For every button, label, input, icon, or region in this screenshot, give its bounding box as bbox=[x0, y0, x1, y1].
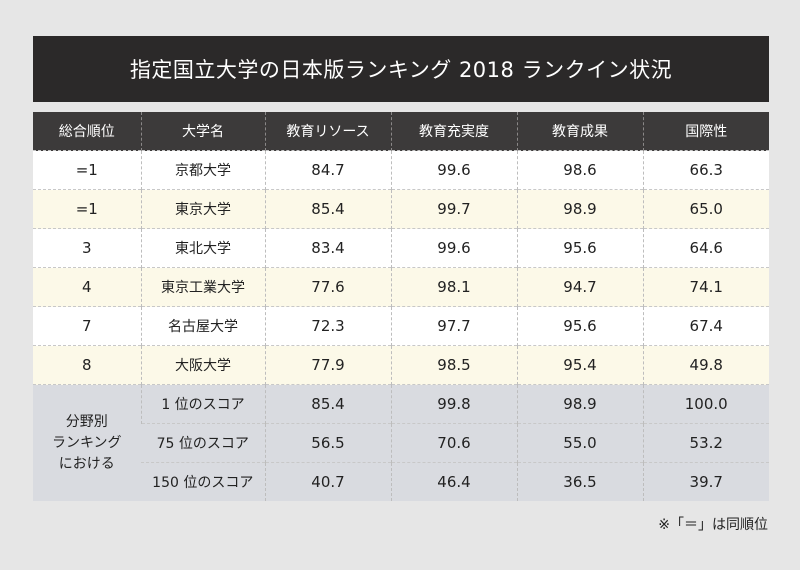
header-row: 総合順位 大学名 教育リソース 教育充実度 教育成果 国際性 bbox=[33, 112, 769, 151]
footnote: ※「＝」は同順位 bbox=[658, 517, 768, 533]
table-row: =1 京都大学 84.7 99.6 98.6 66.3 bbox=[33, 150, 769, 190]
resources-cell: 85.4 bbox=[264, 189, 391, 229]
outcomes-cell: 55.0 bbox=[516, 423, 643, 463]
rank-cell: =1 bbox=[33, 150, 141, 190]
international-cell: 64.6 bbox=[642, 228, 769, 268]
international-cell: 74.1 bbox=[642, 267, 769, 307]
engagement-cell: 99.6 bbox=[390, 150, 517, 190]
international-cell: 53.2 bbox=[642, 423, 769, 463]
score-row: 75 位のスコア 56.5 70.6 55.0 53.2 bbox=[33, 423, 769, 463]
outcomes-cell: 98.9 bbox=[516, 384, 643, 424]
rank-cell: =1 bbox=[33, 189, 141, 229]
university-name-cell: 京都大学 bbox=[140, 150, 265, 190]
international-cell: 100.0 bbox=[642, 384, 769, 424]
university-name-cell: 名古屋大学 bbox=[140, 306, 265, 346]
resources-cell: 77.6 bbox=[264, 267, 391, 307]
table-row: 3 東北大学 83.4 99.6 95.6 64.6 bbox=[33, 228, 769, 268]
international-cell: 39.7 bbox=[642, 462, 769, 501]
outcomes-cell: 98.6 bbox=[516, 150, 643, 190]
header-international: 国際性 bbox=[642, 112, 769, 151]
outcomes-cell: 95.4 bbox=[516, 345, 643, 385]
outcomes-cell: 36.5 bbox=[516, 462, 643, 501]
ranking-table: 総合順位 大学名 教育リソース 教育充実度 教育成果 国際性 =1 京都大学 8… bbox=[33, 112, 769, 501]
rank-cell: 7 bbox=[33, 306, 141, 346]
score-row: 分野別 ランキング における 1 位のスコア 85.4 99.8 98.9 10… bbox=[33, 384, 769, 501]
outcomes-cell: 98.9 bbox=[516, 189, 643, 229]
outcomes-cell: 95.6 bbox=[516, 306, 643, 346]
international-cell: 66.3 bbox=[642, 150, 769, 190]
rank-cell: 4 bbox=[33, 267, 141, 307]
header-resources: 教育リソース bbox=[264, 112, 391, 151]
outcomes-cell: 94.7 bbox=[516, 267, 643, 307]
resources-cell: 56.5 bbox=[264, 423, 391, 463]
resources-cell: 72.3 bbox=[264, 306, 391, 346]
table-row: =1 東京大学 85.4 99.7 98.9 65.0 bbox=[33, 189, 769, 229]
international-cell: 49.8 bbox=[642, 345, 769, 385]
header-university-name: 大学名 bbox=[140, 112, 265, 151]
engagement-cell: 98.5 bbox=[390, 345, 517, 385]
engagement-cell: 97.7 bbox=[390, 306, 517, 346]
engagement-cell: 70.6 bbox=[390, 423, 517, 463]
score-label-cell: 75 位のスコア bbox=[141, 423, 265, 463]
score-group-label-text: 分野別 ランキング における bbox=[51, 413, 122, 472]
header-engagement: 教育充実度 bbox=[390, 112, 517, 151]
resources-cell: 83.4 bbox=[264, 228, 391, 268]
engagement-cell: 99.8 bbox=[390, 384, 517, 424]
engagement-cell: 99.6 bbox=[390, 228, 517, 268]
engagement-cell: 99.7 bbox=[390, 189, 517, 229]
university-name-cell: 大阪大学 bbox=[140, 345, 265, 385]
rank-cell: 8 bbox=[33, 345, 141, 385]
header-outcomes: 教育成果 bbox=[516, 112, 643, 151]
engagement-cell: 46.4 bbox=[390, 462, 517, 501]
score-label-cell: 150 位のスコア bbox=[141, 462, 265, 501]
score-group-label: 分野別 ランキング における bbox=[33, 384, 141, 501]
rank-cell: 3 bbox=[33, 228, 141, 268]
score-label-cell: 1 位のスコア bbox=[140, 384, 265, 424]
outcomes-cell: 95.6 bbox=[516, 228, 643, 268]
table-row: 4 東京工業大学 77.6 98.1 94.7 74.1 bbox=[33, 267, 769, 307]
table-row: 7 名古屋大学 72.3 97.7 95.6 67.4 bbox=[33, 306, 769, 346]
table-title: 指定国立大学の日本版ランキング 2018 ランクイン状況 bbox=[129, 58, 673, 82]
university-name-cell: 東京大学 bbox=[140, 189, 265, 229]
international-cell: 67.4 bbox=[642, 306, 769, 346]
resources-cell: 77.9 bbox=[264, 345, 391, 385]
score-row: 150 位のスコア 40.7 46.4 36.5 39.7 bbox=[33, 462, 769, 501]
table-row: 8 大阪大学 77.9 98.5 95.4 49.8 bbox=[33, 345, 769, 385]
header-overall-rank: 総合順位 bbox=[33, 112, 141, 151]
table-title-bar: 指定国立大学の日本版ランキング 2018 ランクイン状況 bbox=[33, 36, 769, 102]
university-name-cell: 東京工業大学 bbox=[140, 267, 265, 307]
international-cell: 65.0 bbox=[642, 189, 769, 229]
resources-cell: 40.7 bbox=[264, 462, 391, 501]
resources-cell: 85.4 bbox=[264, 384, 391, 424]
university-name-cell: 東北大学 bbox=[140, 228, 265, 268]
engagement-cell: 98.1 bbox=[390, 267, 517, 307]
resources-cell: 84.7 bbox=[264, 150, 391, 190]
